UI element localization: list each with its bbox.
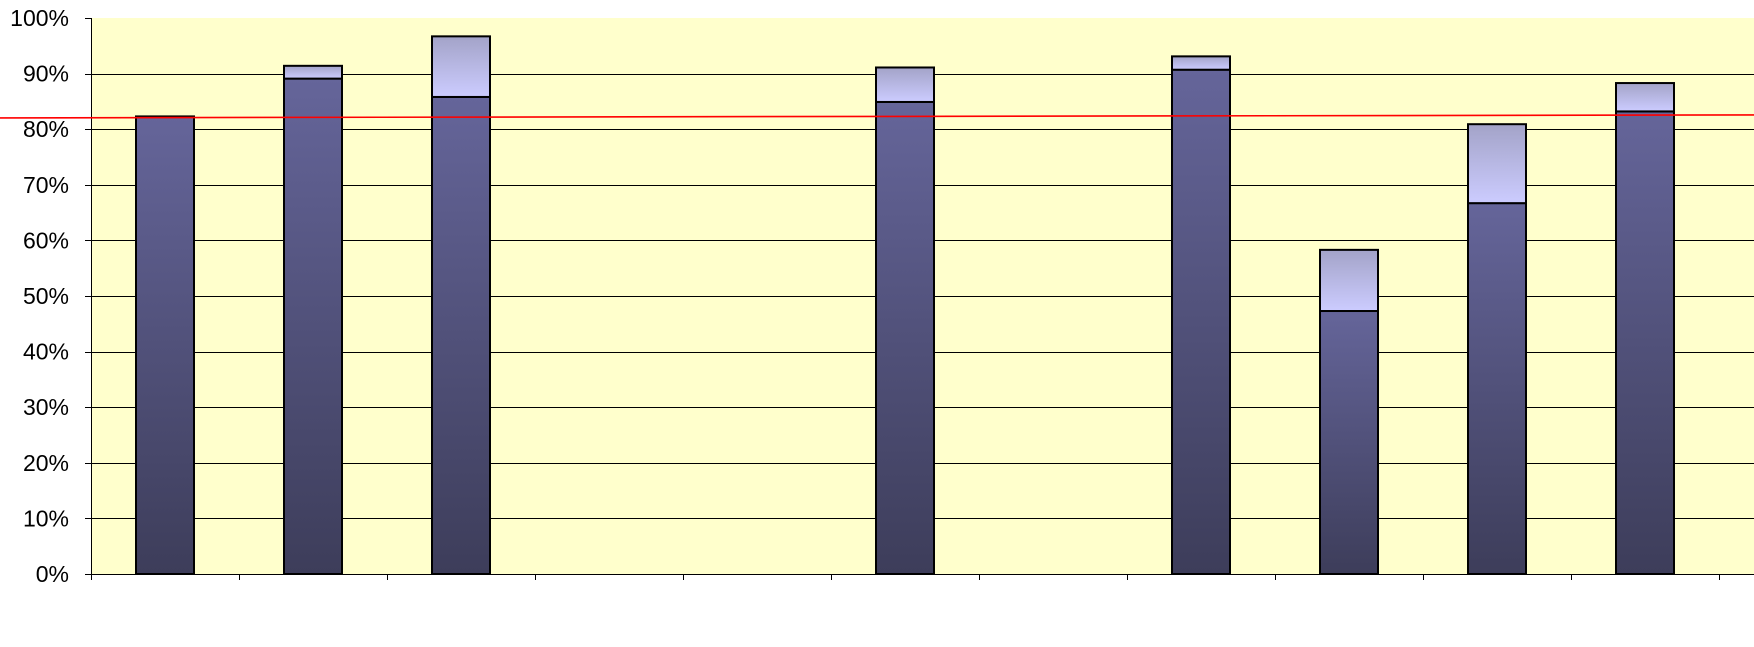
bar-lower-8: [1171, 68, 1231, 575]
bar-lower-10: [1467, 202, 1527, 575]
y-tick-label-80: 80%: [23, 116, 69, 142]
tick-labels: 0% 10% 20% 30% 40% 50% 60% 70% 80% 90% 100%: [10, 5, 69, 587]
bar-lower-2: [283, 77, 343, 575]
bar-lower-11: [1615, 110, 1675, 576]
bar-lower-3: [431, 95, 491, 576]
bar-upper-3: [431, 35, 491, 98]
y-tick-label-10: 10%: [23, 505, 69, 531]
bar-lower-9: [1319, 310, 1379, 575]
y-tick-label-60: 60%: [23, 227, 69, 253]
bar-upper-10: [1467, 123, 1527, 205]
axes: [85, 18, 1754, 580]
bar-upper-11: [1615, 82, 1675, 113]
bar-lower-1: [135, 115, 195, 576]
reference-line-layer: [0, 114, 1754, 119]
bar-upper-8: [1171, 55, 1231, 71]
bar-upper-6: [875, 66, 935, 103]
y-tick-label-0: 0%: [36, 561, 69, 587]
y-tick-label-100: 100%: [10, 5, 69, 31]
y-tick-label-40: 40%: [23, 339, 69, 365]
y-tick-label-30: 30%: [23, 394, 69, 420]
y-tick-label-20: 20%: [23, 450, 69, 476]
y-tick-label-90: 90%: [23, 61, 69, 87]
y-tick-label-70: 70%: [23, 172, 69, 198]
y-tick-label-50: 50%: [23, 283, 69, 309]
bar-upper-9: [1319, 248, 1379, 313]
bars: [135, 35, 1675, 576]
bar-lower-6: [875, 100, 935, 576]
reference-line: [0, 114, 1754, 119]
bar-upper-2: [283, 64, 343, 80]
